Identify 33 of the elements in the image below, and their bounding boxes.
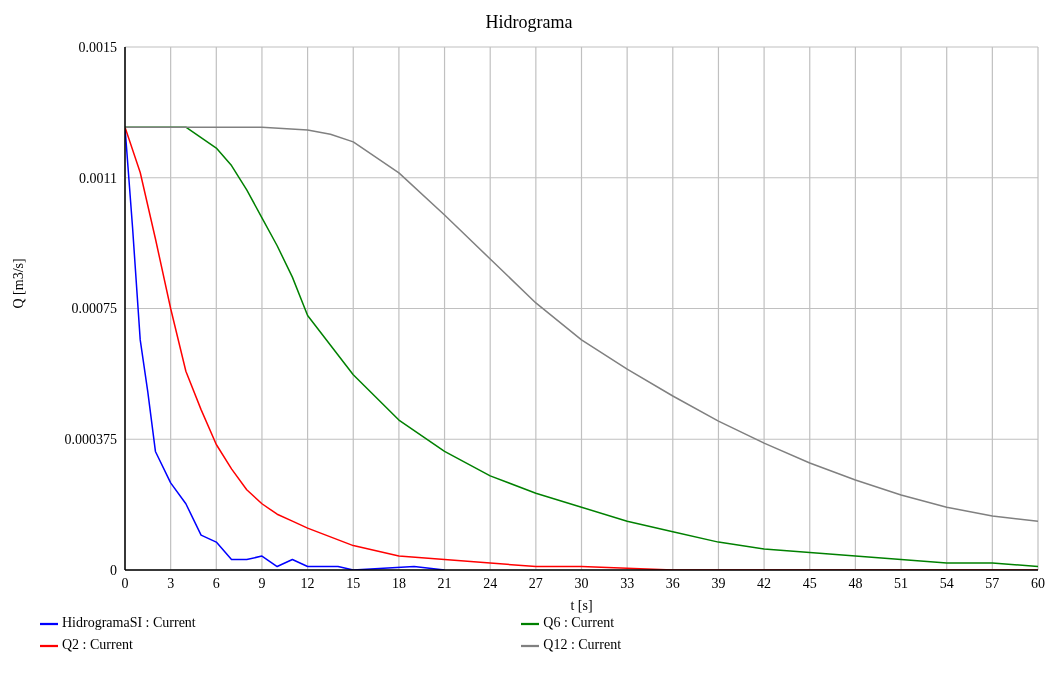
- y-tick-label: 0.0011: [79, 170, 117, 186]
- x-tick-label: 33: [620, 575, 635, 591]
- x-tick-label: 21: [437, 575, 452, 591]
- y-tick-label: 0.0015: [78, 39, 117, 55]
- x-tick-label: 39: [711, 575, 726, 591]
- legend-label: Q6 : Current: [543, 615, 615, 630]
- x-tick-label: 57: [985, 575, 1000, 591]
- x-tick-label: 51: [894, 575, 909, 591]
- y-tick-label: 0: [110, 562, 117, 578]
- x-tick-label: 3: [167, 575, 175, 591]
- x-tick-label: 0: [121, 575, 129, 591]
- legend-label: HidrogramaSI : Current: [62, 615, 196, 630]
- x-tick-label: 15: [346, 575, 361, 591]
- x-tick-label: 36: [665, 575, 680, 591]
- y-tick-label: 0.00075: [71, 301, 117, 317]
- y-axis-title: Q [m3/s]: [10, 258, 26, 309]
- legend-label: Q12 : Current: [543, 637, 622, 652]
- chart-title: Hidrograma: [484, 12, 574, 33]
- x-tick-label: 48: [848, 575, 863, 591]
- x-tick-label: 60: [1031, 575, 1045, 591]
- x-tick-label: 45: [802, 575, 817, 591]
- x-tick-label: 9: [258, 575, 266, 591]
- x-tick-label: 24: [483, 575, 498, 591]
- x-tick-label: 27: [528, 575, 543, 591]
- x-tick-label: 42: [757, 575, 772, 591]
- x-axis-title: t [s]: [570, 598, 593, 613]
- legend-label: Q2 : Current: [62, 637, 133, 652]
- x-tick-label: 18: [391, 575, 406, 591]
- y-tick-label: 0.000375: [64, 432, 117, 448]
- x-tick-label: 12: [300, 575, 315, 591]
- x-tick-label: 6: [212, 575, 220, 591]
- x-tick-label: 30: [574, 575, 589, 591]
- x-tick-label: 54: [939, 575, 954, 591]
